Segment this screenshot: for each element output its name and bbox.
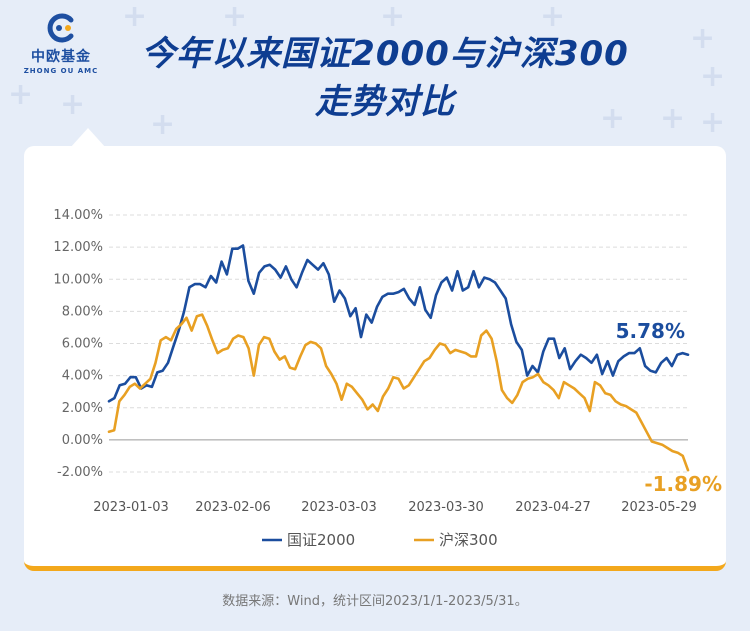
page-title: 今年以来国证2000与沪深300 走势对比 bbox=[120, 30, 650, 126]
background-plus-decor: + bbox=[700, 59, 726, 94]
y-tick-label: 0.00% bbox=[62, 433, 103, 448]
source-note: 数据来源：Wind，统计区间2023/1/1-2023/5/31。 bbox=[222, 594, 528, 609]
end-label-guozheng2000: 5.78% bbox=[616, 319, 685, 343]
background-plus-decor: + bbox=[380, 0, 406, 34]
background-plus-decor: + bbox=[700, 105, 726, 140]
y-tick-label: 6.00% bbox=[62, 337, 103, 352]
y-tick-label: -2.00% bbox=[57, 465, 103, 480]
background-plus-decor: + bbox=[8, 77, 34, 112]
x-tick-label: 2023-02-06 bbox=[195, 500, 271, 515]
brand-name-en: ZHONG OU AMC bbox=[23, 67, 99, 75]
legend-item-guozheng2000-label: 国证2000 bbox=[287, 531, 355, 549]
brand-logo-icon bbox=[45, 12, 77, 44]
background-plus-decor: + bbox=[150, 107, 176, 142]
x-tick-label: 2023-03-03 bbox=[301, 500, 377, 515]
background-plus-decor: + bbox=[690, 21, 716, 56]
background-plus-decor: + bbox=[540, 0, 566, 34]
background-plus-decor: + bbox=[600, 101, 626, 136]
x-tick-label: 2023-01-03 bbox=[93, 500, 169, 515]
series-line-guozheng2000 bbox=[107, 244, 690, 403]
x-tick-label: 2023-03-30 bbox=[408, 500, 484, 515]
brand-logo: 中欧基金 ZHONG OU AMC bbox=[16, 12, 106, 75]
background-plus-decor: + bbox=[222, 0, 248, 34]
background-plus-decor: + bbox=[660, 101, 686, 136]
title-line-2: 走势对比 bbox=[315, 82, 455, 122]
chart-card bbox=[24, 146, 726, 571]
series-line-hushen300 bbox=[107, 313, 690, 472]
y-tick-label: 8.00% bbox=[62, 304, 103, 319]
x-tick-label: 2023-05-29 bbox=[621, 500, 697, 515]
y-tick-label: 2.00% bbox=[62, 401, 103, 416]
y-tick-label: 10.00% bbox=[53, 272, 103, 287]
background-plus-decor: + bbox=[60, 87, 86, 122]
background-plus-decor: + bbox=[122, 0, 148, 34]
y-tick-label: 12.00% bbox=[53, 240, 103, 255]
legend-item-hushen300-label: 沪深300 bbox=[439, 531, 498, 549]
y-tick-label: 4.00% bbox=[62, 369, 103, 384]
x-tick-label: 2023-04-27 bbox=[515, 500, 591, 515]
title-line-1: 今年以来国证2000与沪深300 bbox=[141, 34, 629, 74]
y-tick-label: 14.00% bbox=[53, 208, 103, 223]
brand-name: 中欧基金 bbox=[31, 49, 91, 65]
card-notch bbox=[70, 128, 106, 148]
end-label-hushen300: -1.89% bbox=[644, 472, 722, 496]
